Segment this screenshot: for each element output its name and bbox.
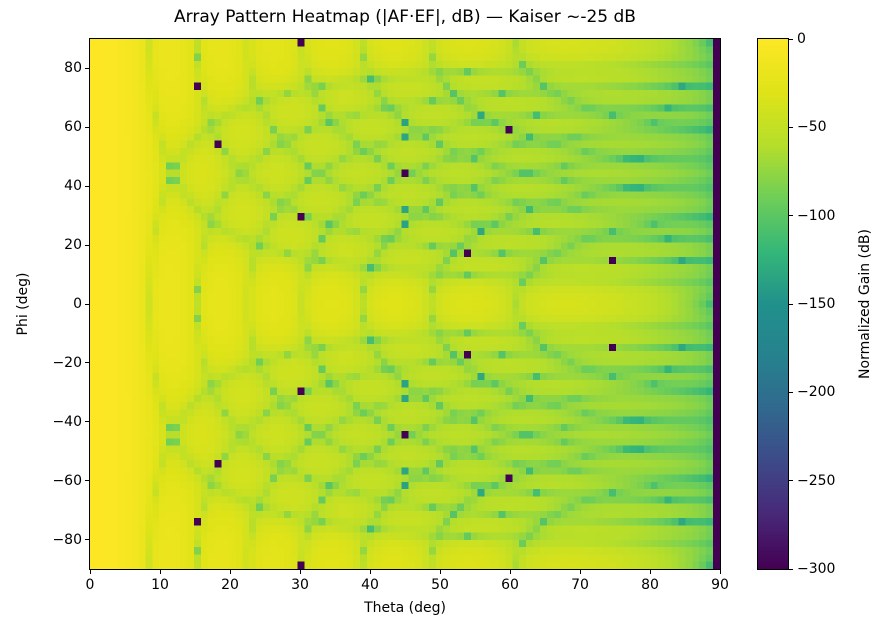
colorbar-label: Normalized Gain (dB) <box>857 229 873 379</box>
x-tick-label: 70 <box>571 577 589 593</box>
colorbar-tick-label: 0 <box>797 31 806 47</box>
y-tick-label: −20 <box>52 354 82 371</box>
colorbar-tick-mark <box>789 303 793 305</box>
y-tick-mark <box>85 421 89 423</box>
colorbar-tick-label: −300 <box>797 561 836 577</box>
x-axis-label: Theta (deg) <box>364 600 446 616</box>
y-tick-mark <box>85 539 89 541</box>
colorbar-tick-mark <box>789 215 793 217</box>
x-tick-mark <box>369 570 371 574</box>
y-tick-label: 80 <box>64 60 82 77</box>
colorbar-tick-label: −100 <box>797 207 836 224</box>
x-tick-label: 30 <box>291 577 309 593</box>
x-tick-label: 40 <box>361 577 379 593</box>
x-tick-mark <box>89 570 91 574</box>
y-tick-label: −40 <box>52 413 82 430</box>
x-tick-mark <box>159 570 161 574</box>
y-tick-mark <box>85 480 89 482</box>
x-tick-mark <box>649 570 651 574</box>
x-tick-label: 0 <box>85 577 95 593</box>
y-tick-mark <box>85 126 89 128</box>
x-tick-mark <box>229 570 231 574</box>
colorbar-tick-label: −250 <box>797 472 836 489</box>
y-tick-label: 20 <box>64 237 82 254</box>
colorbar-tick-mark <box>789 126 793 128</box>
colorbar-tick-label: −150 <box>797 296 836 312</box>
heatmap-canvas <box>90 39 720 569</box>
y-tick-mark <box>85 244 89 246</box>
colorbar <box>757 38 789 570</box>
colorbar-tick-mark <box>789 391 793 393</box>
x-tick-mark <box>439 570 441 574</box>
y-tick-mark <box>85 303 89 305</box>
chart-title: Array Pattern Heatmap (|AF·EF|, dB) — Ka… <box>174 7 636 27</box>
y-tick-label: 40 <box>64 178 82 195</box>
plot-area <box>89 38 721 570</box>
y-tick-mark <box>85 362 89 364</box>
x-tick-label: 10 <box>151 577 169 593</box>
colorbar-tick-mark <box>789 568 793 570</box>
y-tick-mark <box>85 67 89 69</box>
colorbar-tick-label: −200 <box>797 384 836 401</box>
x-tick-label: 80 <box>641 577 659 593</box>
x-tick-mark <box>509 570 511 574</box>
x-tick-label: 50 <box>431 577 449 593</box>
y-tick-label: −80 <box>52 531 82 548</box>
y-tick-mark <box>85 185 89 187</box>
y-tick-label: 60 <box>64 119 82 136</box>
x-tick-mark <box>719 570 721 574</box>
colorbar-tick-mark <box>789 480 793 482</box>
colorbar-tick-mark <box>789 38 793 40</box>
colorbar-gradient-canvas <box>758 39 788 569</box>
x-tick-mark <box>299 570 301 574</box>
x-tick-mark <box>579 570 581 574</box>
y-tick-label: 0 <box>73 296 82 312</box>
x-tick-label: 20 <box>221 577 239 593</box>
y-tick-label: −60 <box>52 472 82 489</box>
x-tick-label: 90 <box>711 577 729 593</box>
x-tick-label: 60 <box>501 577 519 593</box>
colorbar-tick-label: −50 <box>797 119 827 136</box>
